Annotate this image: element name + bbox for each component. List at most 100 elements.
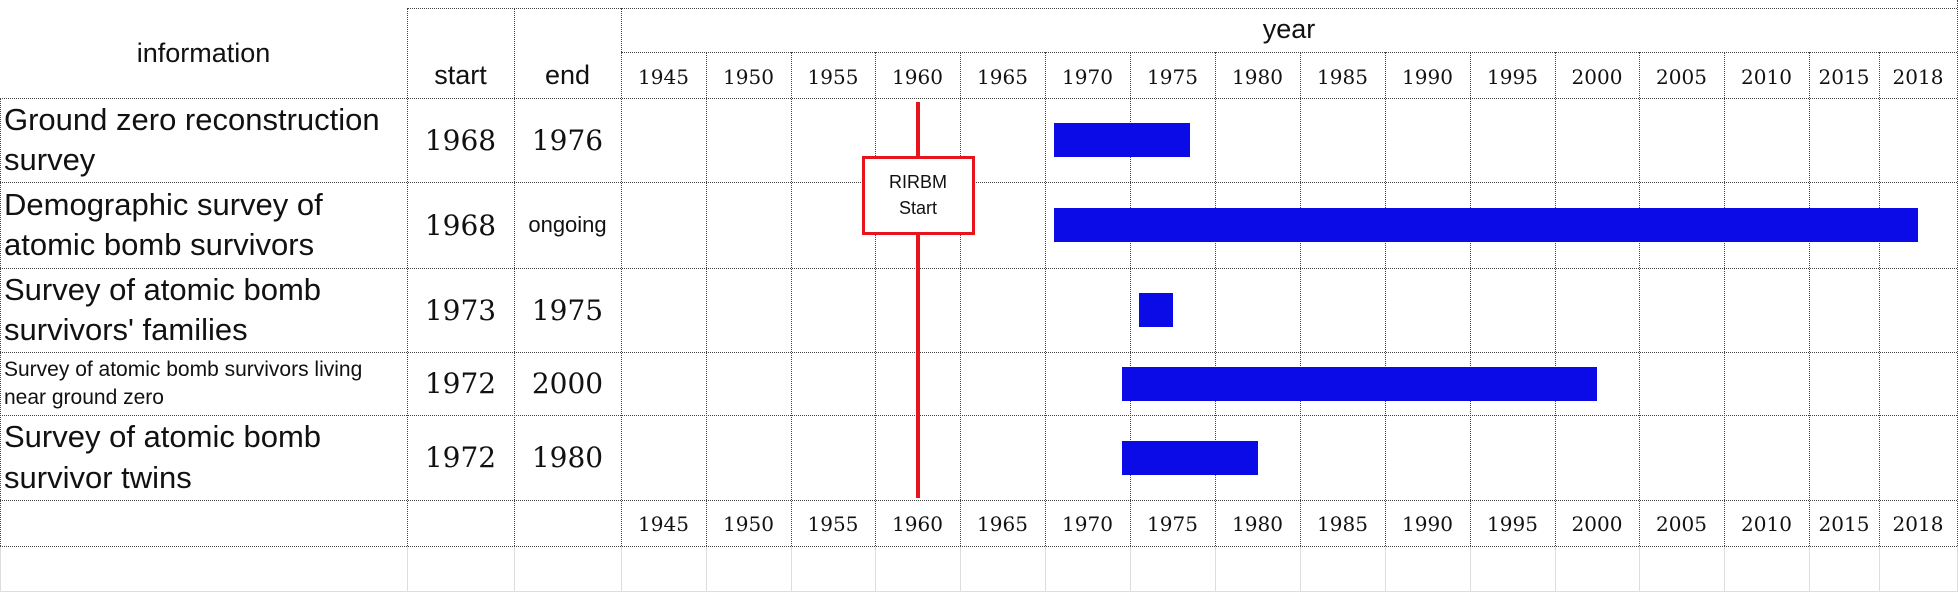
grid-line bbox=[1879, 52, 1880, 546]
row-start: 1972 bbox=[424, 367, 497, 400]
year-label: 2015 bbox=[1818, 512, 1870, 536]
row-information: Demographic survey of atomic bomb surviv… bbox=[4, 186, 323, 262]
year-label: 1990 bbox=[1402, 65, 1453, 89]
grid-line bbox=[621, 8, 622, 546]
row-end: 1975 bbox=[531, 293, 604, 327]
grid-line bbox=[1385, 546, 1386, 592]
row-information: Survey of atomic bomb survivors' familie… bbox=[4, 271, 322, 347]
grid-line bbox=[706, 546, 707, 592]
grid-line bbox=[1300, 546, 1301, 592]
year-label: 1975 bbox=[1147, 65, 1198, 89]
grid-line bbox=[1809, 52, 1810, 546]
year-label: 2015 bbox=[1818, 65, 1870, 89]
grid-line bbox=[875, 546, 876, 592]
year-label: 1950 bbox=[723, 65, 774, 89]
gantt-bar bbox=[1053, 208, 1918, 242]
grid-line bbox=[0, 415, 1957, 416]
row-end: 1980 bbox=[531, 441, 604, 474]
grid-line bbox=[1130, 546, 1131, 592]
row-information: Ground zero reconstruction survey bbox=[4, 101, 380, 177]
grid-line bbox=[875, 52, 876, 546]
grid-line bbox=[791, 546, 792, 592]
header-end: end bbox=[544, 59, 591, 90]
grid-line bbox=[0, 98, 1957, 99]
grid-line bbox=[0, 268, 1957, 269]
year-label: 2018 bbox=[1892, 65, 1944, 89]
year-label: 1965 bbox=[977, 512, 1028, 536]
grid-line bbox=[0, 98, 1, 546]
year-label: 1990 bbox=[1402, 512, 1453, 536]
year-label: 1995 bbox=[1487, 512, 1538, 536]
grid-line bbox=[407, 546, 408, 592]
grid-line bbox=[1130, 52, 1131, 546]
grid-line bbox=[1215, 52, 1216, 546]
year-label: 1985 bbox=[1317, 512, 1368, 536]
grid-line bbox=[791, 52, 792, 546]
grid-line bbox=[621, 546, 622, 592]
year-label: 2005 bbox=[1656, 512, 1707, 536]
year-label: 2000 bbox=[1571, 65, 1623, 89]
grid-line bbox=[1385, 52, 1386, 546]
year-label: 1970 bbox=[1062, 65, 1113, 89]
year-label: 2010 bbox=[1741, 65, 1792, 89]
row-end: ongoing bbox=[528, 212, 607, 237]
grid-line bbox=[1879, 546, 1880, 592]
grid-line bbox=[514, 8, 515, 546]
year-label: 1995 bbox=[1487, 65, 1538, 89]
year-label: 2010 bbox=[1741, 512, 1792, 536]
row-start: 1968 bbox=[424, 123, 497, 157]
grid-line bbox=[407, 8, 408, 546]
grid-line bbox=[960, 546, 961, 592]
gantt-bar bbox=[1138, 293, 1173, 327]
year-label: 1960 bbox=[892, 65, 943, 89]
grid-line bbox=[1724, 52, 1725, 546]
grid-line bbox=[1300, 52, 1301, 546]
row-end: 2000 bbox=[531, 367, 604, 400]
year-label: 1950 bbox=[723, 512, 774, 536]
milestone-label: RIRBM Start bbox=[861, 156, 975, 235]
row-information: Survey of atomic bomb survivor twins bbox=[4, 419, 322, 495]
grid-line bbox=[1724, 546, 1725, 592]
grid-line bbox=[407, 8, 408, 52]
gantt-bar bbox=[1053, 123, 1190, 157]
year-label: 2018 bbox=[1892, 512, 1944, 536]
grid-line bbox=[706, 52, 707, 546]
row-end: 1976 bbox=[531, 123, 604, 157]
grid-line bbox=[514, 546, 515, 592]
year-label: 1965 bbox=[977, 65, 1028, 89]
grid-line bbox=[1470, 546, 1471, 592]
year-label: 1980 bbox=[1232, 512, 1283, 536]
year-label: 1980 bbox=[1232, 65, 1283, 89]
milestone-line bbox=[915, 102, 920, 498]
header-information: information bbox=[136, 37, 271, 68]
row-start: 1973 bbox=[424, 293, 497, 327]
year-label: 1985 bbox=[1317, 65, 1368, 89]
gantt-bar bbox=[1121, 440, 1258, 475]
header-year: year bbox=[1262, 13, 1316, 44]
grid-line bbox=[1639, 546, 1640, 592]
grid-line bbox=[1639, 52, 1640, 546]
year-label: 1955 bbox=[807, 65, 859, 89]
grid-line bbox=[1045, 52, 1046, 546]
year-label: 2005 bbox=[1656, 65, 1707, 89]
grid-line bbox=[0, 182, 1957, 183]
grid-line bbox=[0, 546, 1, 592]
grid-line bbox=[1215, 546, 1216, 592]
year-label: 2000 bbox=[1571, 512, 1623, 536]
grid-line bbox=[1555, 546, 1556, 592]
grid-line bbox=[0, 500, 1957, 501]
grid-line bbox=[1470, 52, 1471, 546]
year-label: 1945 bbox=[638, 512, 689, 536]
grid-line bbox=[621, 52, 1957, 53]
grid-line bbox=[1809, 546, 1810, 592]
year-label: 1960 bbox=[892, 512, 943, 536]
grid-line bbox=[960, 52, 961, 546]
year-label: 1975 bbox=[1147, 512, 1198, 536]
row-information: Survey of atomic bomb survivors living n… bbox=[4, 358, 363, 409]
grid-line bbox=[1045, 546, 1046, 592]
year-label: 1970 bbox=[1062, 512, 1113, 536]
row-start: 1968 bbox=[424, 208, 497, 242]
gantt-bar bbox=[1121, 366, 1597, 401]
grid-line bbox=[0, 546, 1957, 547]
